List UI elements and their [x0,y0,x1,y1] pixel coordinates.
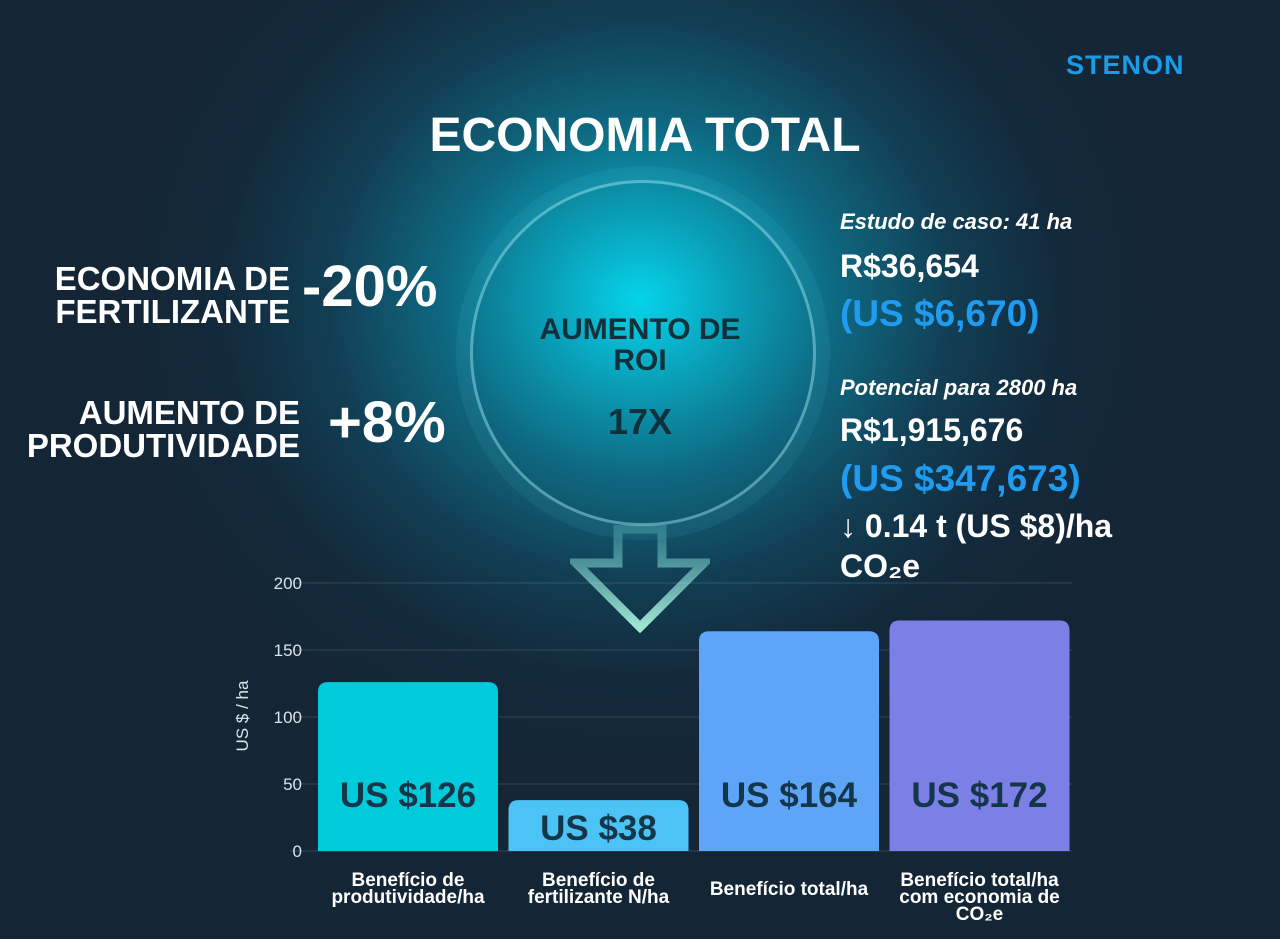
roi-label-line2: ROI [613,344,667,377]
potential-usd: (US $347,673) [840,458,1081,499]
bar-value-label: US $164 [721,776,858,815]
y-tick-label: 200 [274,574,302,593]
x-category-label: CO₂e [956,904,1004,925]
page-title: ECONOMIA TOTAL [429,109,861,162]
potential-brl: R$1,915,676 [840,412,1024,448]
x-category-label: fertilizante N/ha [528,887,670,908]
y-tick-label: 0 [293,842,302,861]
case-study-brl: R$36,654 [840,248,979,284]
y-tick-label: 100 [274,708,302,727]
metric-productivity-label-line1: AUMENTO DE [78,394,300,431]
metric-fertilizer-label: ECONOMIA DE FERTILIZANTE [55,262,290,328]
bar-3 [699,631,879,851]
bar-value-label: US $126 [340,776,476,815]
y-tick-label: 150 [274,641,302,660]
x-category-label: produtividade/ha [331,887,485,908]
metric-productivity-label: AUMENTO DE PRODUTIVIDADE [27,396,300,462]
bar-4 [889,620,1070,851]
metric-fertilizer-value: -20% [302,254,438,319]
potential-co2-line2: CO₂e [840,548,921,584]
y-tick-label: 50 [283,775,302,794]
x-category-label: com economia de [899,887,1060,908]
bar-value-label: US $38 [540,809,657,848]
x-category-label: Benefício de [542,870,655,891]
x-category-label: Benefício total/ha [710,879,869,900]
case-study-heading: Estudo de caso: 41 ha [840,209,1073,234]
metric-productivity-label-line2: PRODUTIVIDADE [26,427,300,464]
roi-label: AUMENTO DE ROI [500,314,780,376]
y-axis-label: US $ / ha [233,680,252,751]
metric-productivity-value: +8% [328,390,446,455]
x-category-label: Benefício de [352,870,465,891]
bar-value-label: US $172 [911,776,1047,815]
x-category-label: Benefício total/ha [900,870,1059,891]
potential-heading: Potencial para 2800 ha [840,375,1078,400]
metric-fertilizer-label-line1: ECONOMIA DE [54,260,290,297]
case-study-usd: (US $6,670) [840,293,1040,334]
potential-co2-line1: ↓ 0.14 t (US $8)/ha [840,508,1113,544]
bar-1 [318,682,498,851]
bar-2 [508,800,689,851]
roi-value: 17X [607,401,673,442]
brand-logo: STENON [1066,50,1185,80]
roi-label-line1: AUMENTO DE [539,313,741,346]
down-arrow-icon [570,525,710,634]
metric-fertilizer-label-line2: FERTILIZANTE [55,293,290,330]
